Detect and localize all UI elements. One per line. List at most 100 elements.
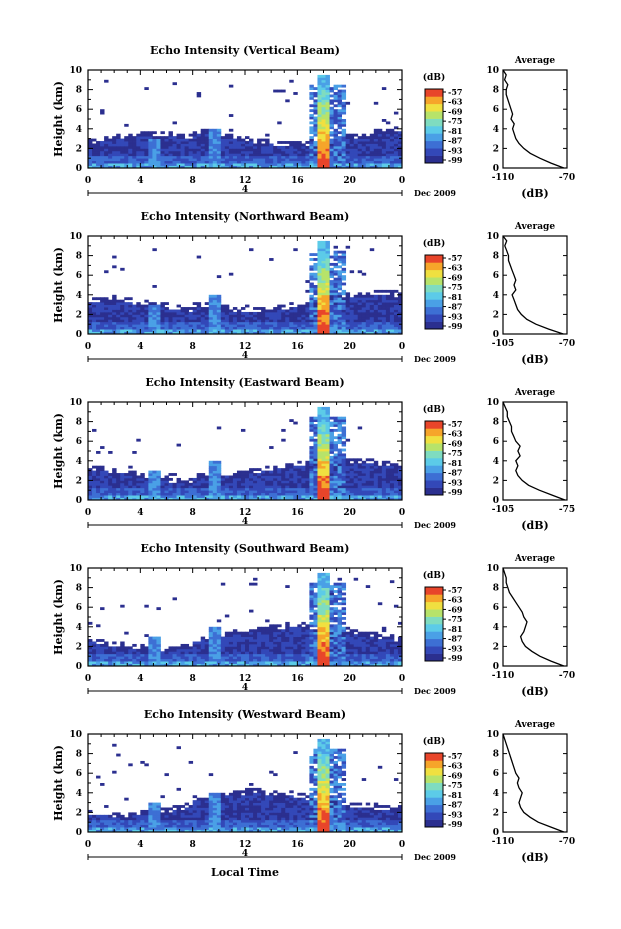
heatmap-cell xyxy=(309,582,314,586)
heatmap-cell xyxy=(188,482,194,486)
heatmap-cell xyxy=(132,136,137,139)
heatmap-cell xyxy=(92,497,97,501)
heatmap-cell xyxy=(353,299,359,303)
heatmap-cell xyxy=(273,165,278,169)
heatmap-cell xyxy=(96,148,101,152)
heatmap-cell xyxy=(301,487,306,491)
heatmap-cell xyxy=(369,307,375,310)
heatmap-cell xyxy=(317,138,322,142)
heatmap-cell xyxy=(385,495,391,498)
heatmap-cell xyxy=(96,316,101,320)
heatmap-cell xyxy=(128,475,133,479)
heatmap-cell xyxy=(321,455,326,459)
heatmap-cell xyxy=(329,485,334,489)
heatmap-cell xyxy=(100,653,105,657)
heatmap-cell xyxy=(196,475,202,479)
heatmap-cell xyxy=(321,607,326,611)
heatmap-cell xyxy=(160,490,165,494)
heatmap-cell xyxy=(176,319,181,323)
heatmap-cell xyxy=(369,482,375,486)
heatmap-cell xyxy=(120,138,125,142)
heatmap-cell xyxy=(381,331,387,335)
heatmap-cell xyxy=(216,136,222,139)
heatmap-cell xyxy=(265,495,270,498)
heatmap-cell xyxy=(285,331,290,335)
heatmap-cell xyxy=(108,661,113,664)
heatmap-cell xyxy=(224,663,230,667)
heatmap-cell xyxy=(337,89,343,93)
colorbar-swatch xyxy=(425,435,443,444)
heatmap-cell xyxy=(337,424,343,427)
heatmap-cell xyxy=(289,302,294,305)
heatmap-cell xyxy=(228,158,234,162)
heatmap-cell xyxy=(337,470,343,474)
heatmap-cell xyxy=(236,143,242,147)
heatmap-cell xyxy=(321,307,326,310)
heatmap-cell xyxy=(232,316,238,320)
heatmap-cell xyxy=(297,643,302,647)
heatmap-cell xyxy=(124,631,129,635)
heatmap-cell xyxy=(341,160,347,164)
heatmap-cell xyxy=(329,302,334,305)
heatmap-cell xyxy=(317,634,322,637)
heatmap-cell xyxy=(313,592,318,596)
heatmap-cell xyxy=(333,133,338,137)
heatmap-cell xyxy=(236,150,242,154)
heatmap-cell xyxy=(180,326,186,330)
heatmap-cell xyxy=(393,145,399,149)
heatmap-cell xyxy=(253,497,258,501)
heatmap-cell xyxy=(373,143,379,147)
heatmap-cell xyxy=(172,656,177,660)
heatmap-cell xyxy=(381,468,387,471)
heatmap-cell xyxy=(261,661,266,664)
heatmap-cell xyxy=(132,163,137,166)
heatmap-cell xyxy=(184,331,190,335)
heatmap-cell xyxy=(277,487,282,491)
heatmap-cell xyxy=(381,138,387,142)
heatmap-cell xyxy=(212,480,218,484)
heatmap-cell xyxy=(337,131,343,135)
heatmap-cell xyxy=(325,280,330,283)
heatmap-cell xyxy=(92,138,97,142)
heatmap-cell xyxy=(180,324,186,328)
heatmap-cell xyxy=(329,636,334,640)
heatmap-cell xyxy=(236,661,242,664)
heatmap-cell xyxy=(104,653,109,657)
x-tick-label: 4 xyxy=(137,508,143,518)
heatmap-cell xyxy=(345,302,351,305)
heatmap-cell xyxy=(176,304,181,308)
heatmap-cell xyxy=(108,314,113,318)
heatmap-cell xyxy=(333,473,338,476)
heatmap-cell xyxy=(377,289,383,293)
heatmap-cell xyxy=(104,485,109,489)
heatmap-cell xyxy=(389,128,395,132)
heatmap-cell xyxy=(321,416,326,420)
heatmap-cell xyxy=(365,165,371,169)
heatmap-cell xyxy=(156,653,161,657)
heatmap-cell xyxy=(309,428,314,432)
heatmap-cell xyxy=(144,141,149,144)
heatmap-cell xyxy=(293,145,298,149)
heatmap-cell xyxy=(377,321,383,325)
heatmap-cell xyxy=(281,658,286,662)
heatmap-cell xyxy=(180,150,186,154)
heatmap-cell xyxy=(333,443,338,447)
heatmap-cell xyxy=(124,324,129,328)
heatmap-cell xyxy=(261,473,266,476)
heatmap-cell xyxy=(325,636,330,640)
heatmap-cell xyxy=(216,145,222,149)
heatmap-cell xyxy=(160,143,165,147)
heatmap-cell xyxy=(373,490,379,494)
heatmap-cell xyxy=(100,470,105,474)
heatmap-cell xyxy=(228,643,234,647)
heatmap-cell xyxy=(253,314,258,318)
heatmap-cell xyxy=(337,153,343,157)
heatmap-cell xyxy=(289,314,294,318)
heatmap-cell xyxy=(313,123,318,127)
heatmap-cell xyxy=(216,470,222,474)
heatmap-cell xyxy=(281,309,286,313)
heatmap-cell xyxy=(172,155,177,159)
heatmap-cell xyxy=(148,653,153,657)
heatmap-cell xyxy=(204,492,210,496)
heatmap-cell xyxy=(385,163,391,166)
